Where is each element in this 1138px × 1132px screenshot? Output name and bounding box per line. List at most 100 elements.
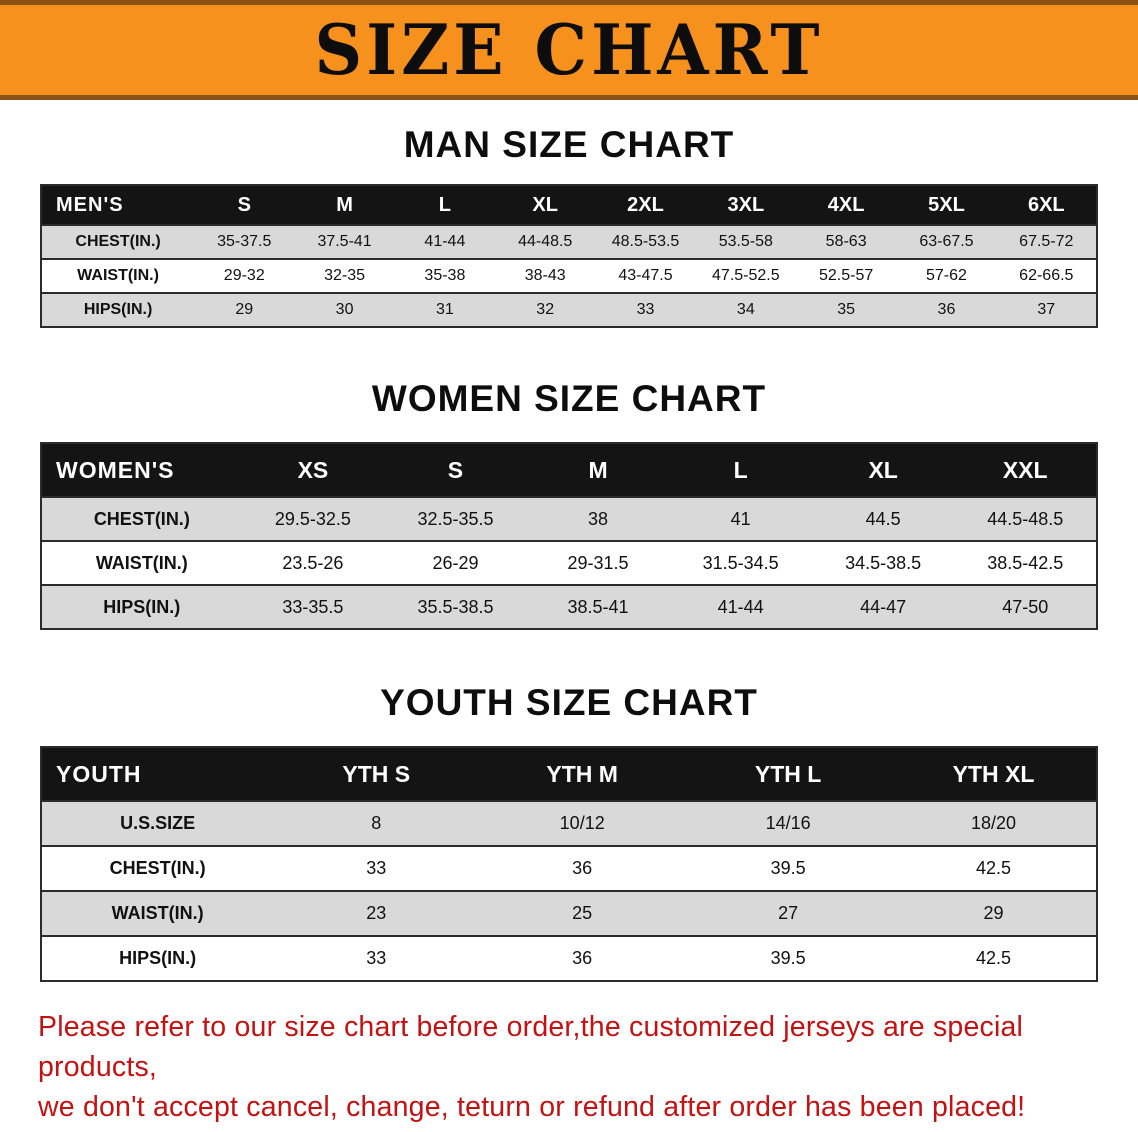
value-cell: 35-37.5 [194, 224, 295, 260]
value-cell: 18/20 [891, 800, 1097, 847]
value-cell: 36 [479, 845, 686, 892]
value-cell: 30 [294, 292, 395, 328]
row-label: CHEST(IN.) [41, 496, 242, 542]
row-label: WAIST(IN.) [41, 258, 195, 294]
header-cell: M [526, 442, 670, 498]
table-header-row: WOMEN'S XS S M L XL XXL [41, 442, 1097, 498]
value-cell: 31.5-34.5 [669, 540, 812, 586]
value-cell: 35-38 [394, 258, 496, 294]
value-cell: 44-48.5 [495, 224, 596, 260]
value-cell: 26-29 [384, 540, 527, 586]
header-cell: XXL [954, 442, 1097, 498]
value-cell: 36 [479, 935, 686, 982]
value-cell: 33 [595, 292, 696, 328]
value-cell: 57-62 [896, 258, 997, 294]
value-cell: 41-44 [669, 584, 812, 630]
value-cell: 62-66.5 [996, 258, 1097, 294]
page-title: SIZE CHART [314, 9, 824, 91]
header-cell: YOUTH [41, 746, 274, 802]
table-row: WAIST(IN.) 23 25 27 29 [41, 890, 1097, 937]
value-cell: 63-67.5 [896, 224, 997, 260]
value-cell: 67.5-72 [996, 224, 1097, 260]
value-cell: 14/16 [685, 800, 892, 847]
row-label: HIPS(IN.) [41, 935, 274, 982]
value-cell: 38-43 [495, 258, 596, 294]
value-cell: 29-31.5 [526, 540, 670, 586]
value-cell: 23.5-26 [241, 540, 385, 586]
row-label: CHEST(IN.) [41, 224, 195, 260]
value-cell: 42.5 [891, 845, 1097, 892]
header-cell: 3XL [695, 184, 796, 226]
value-cell: 34 [695, 292, 796, 328]
header-cell: S [194, 184, 295, 226]
value-cell: 47-50 [954, 584, 1097, 630]
header-cell: XS [241, 442, 385, 498]
value-cell: 39.5 [685, 845, 892, 892]
women-section-heading: WOMEN SIZE CHART [371, 378, 767, 419]
row-label: U.S.SIZE [41, 800, 274, 847]
row-label: HIPS(IN.) [41, 292, 195, 328]
header-cell: YTH M [479, 746, 686, 802]
header-cell: 4XL [795, 184, 897, 226]
row-label: HIPS(IN.) [41, 584, 242, 630]
row-label: WAIST(IN.) [41, 890, 274, 937]
header-cell: MEN'S [41, 184, 195, 226]
value-cell: 38 [526, 496, 670, 542]
header-cell: XL [495, 184, 596, 226]
value-cell: 44.5-48.5 [954, 496, 1097, 542]
value-cell: 10/12 [479, 800, 686, 847]
value-cell: 39.5 [685, 935, 892, 982]
value-cell: 29.5-32.5 [241, 496, 385, 542]
value-cell: 52.5-57 [795, 258, 897, 294]
header-cell: 2XL [595, 184, 696, 226]
value-cell: 23 [273, 890, 480, 937]
women-size-table: WOMEN'S XS S M L XL XXL CHEST(IN.) 29.5-32.5 32.5… [40, 442, 1098, 630]
table-header-row: MEN'S S M L XL 2XL 3XL 4XL 5XL 6XL [41, 184, 1097, 226]
value-cell: 32-35 [294, 258, 395, 294]
value-cell: 53.5-58 [695, 224, 796, 260]
value-cell: 41 [669, 496, 812, 542]
value-cell: 44-47 [811, 584, 955, 630]
value-cell: 48.5-53.5 [595, 224, 696, 260]
table-row: CHEST(IN.) 33 36 39.5 42.5 [41, 845, 1097, 892]
row-label: CHEST(IN.) [41, 845, 274, 892]
value-cell: 29 [194, 292, 295, 328]
value-cell: 38.5-41 [526, 584, 670, 630]
value-cell: 32 [495, 292, 596, 328]
value-cell: 37 [996, 292, 1097, 328]
header-cell: 5XL [896, 184, 997, 226]
header-cell: YTH L [685, 746, 892, 802]
disclaimer-text: Please refer to our size chart before or… [38, 1008, 1100, 1128]
header-cell: YTH S [273, 746, 480, 802]
value-cell: 33-35.5 [241, 584, 385, 630]
disclaimer-line-2: we don't accept cancel, change, teturn o… [38, 1090, 1026, 1123]
banner: SIZE CHART [0, 0, 1138, 100]
table-row: CHEST(IN.) 29.5-32.5 32.5-35.5 38 41 44.5 44.5… [41, 496, 1097, 542]
value-cell: 27 [685, 890, 892, 937]
header-cell: WOMEN'S [41, 442, 242, 498]
value-cell: 29 [891, 890, 1097, 937]
men-size-table: MEN'S S M L XL 2XL 3XL 4XL 5XL 6XL CHEST(IN.) 35-37… [40, 184, 1098, 328]
row-label: WAIST(IN.) [41, 540, 242, 586]
table-row: HIPS(IN.) 33 36 39.5 42.5 [41, 935, 1097, 982]
value-cell: 33 [273, 935, 480, 982]
table-row: U.S.SIZE 8 10/12 14/16 18/20 [41, 800, 1097, 847]
youth-size-table: YOUTH YTH S YTH M YTH L YTH XL U.S.SIZE 8 10/12… [40, 746, 1098, 982]
value-cell: 42.5 [891, 935, 1097, 982]
header-cell: XL [811, 442, 955, 498]
header-cell: L [394, 184, 496, 226]
table-header-row: YOUTH YTH S YTH M YTH L YTH XL [41, 746, 1097, 802]
value-cell: 58-63 [795, 224, 897, 260]
table-row: WAIST(IN.) 29-32 32-35 35-38 38-43 43-47.5 47.… [41, 258, 1097, 294]
value-cell: 44.5 [811, 496, 955, 542]
men-section-heading: MAN SIZE CHART [403, 124, 735, 165]
value-cell: 8 [273, 800, 480, 847]
value-cell: 32.5-35.5 [384, 496, 527, 542]
value-cell: 36 [896, 292, 997, 328]
header-cell: YTH XL [891, 746, 1097, 802]
value-cell: 25 [479, 890, 686, 937]
header-cell: S [384, 442, 527, 498]
table-row: WAIST(IN.) 23.5-26 26-29 29-31.5 31.5-34.5 34… [41, 540, 1097, 586]
youth-section-heading: YOUTH SIZE CHART [380, 682, 758, 723]
